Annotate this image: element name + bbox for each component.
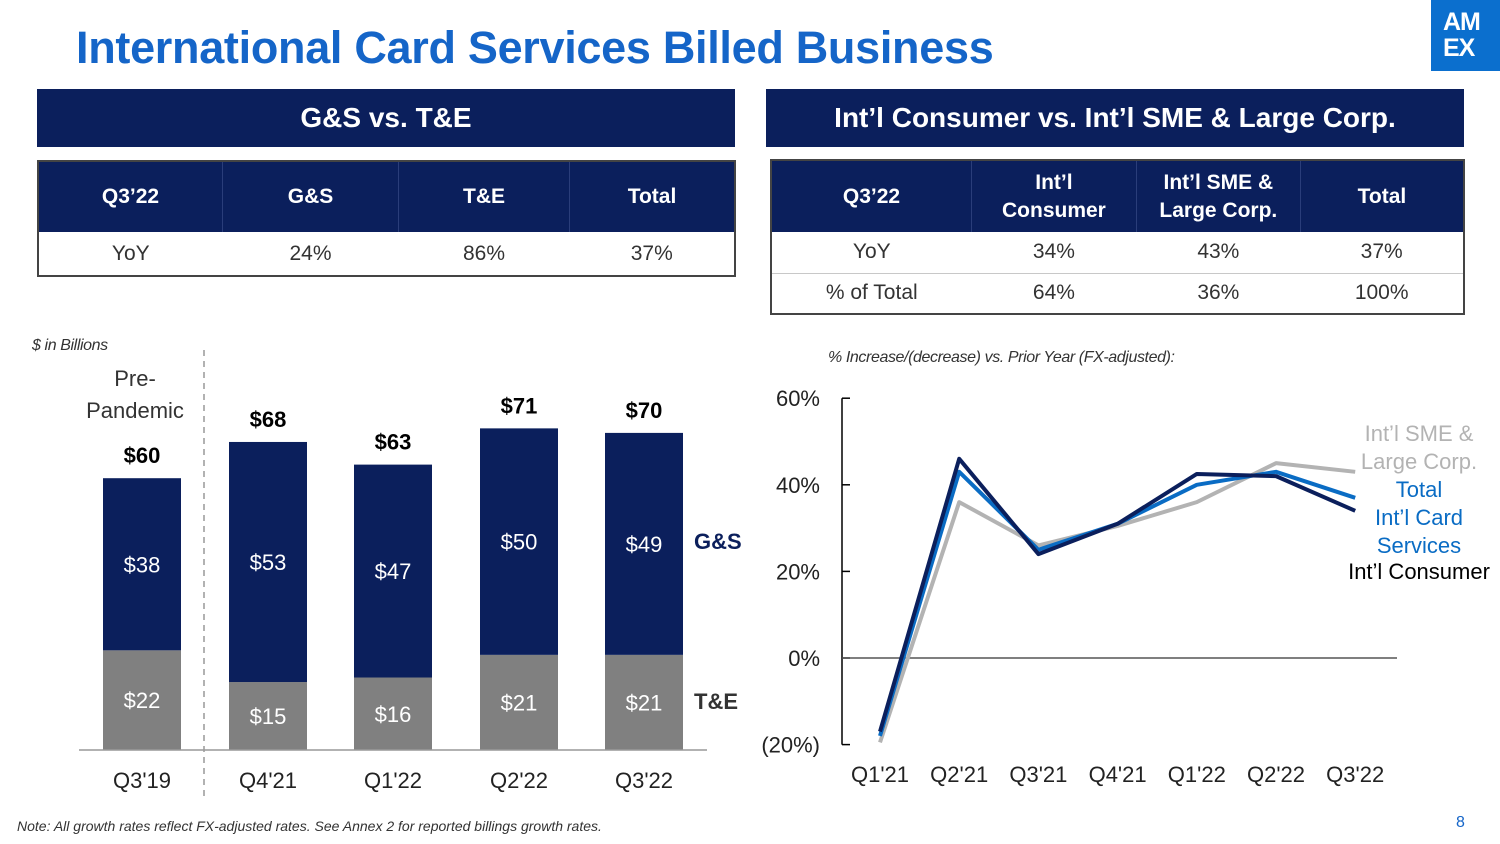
x-tick-label: Q1'22	[364, 768, 422, 793]
bar-gs	[480, 428, 558, 655]
bar-label-te: $22	[124, 688, 161, 713]
table-cell: YoY	[771, 232, 972, 273]
series-label: Int’l Card	[1375, 505, 1463, 530]
amex-logo: AM EX	[1431, 0, 1500, 71]
x-tick-label: Q4'21	[1089, 762, 1147, 787]
footnote: Note: All growth rates reflect FX-adjust…	[17, 818, 602, 834]
table-header: Q3’22	[38, 161, 223, 232]
billed-business-bar-chart: $22 $38 $60 Q3'19 $15 $53 $68 Q4'21 $16 $47 $63 Q1'…	[79, 350, 742, 800]
table-cell: 37%	[569, 232, 735, 276]
bar-label-te: $21	[501, 690, 538, 715]
consumer-sme-banner: Int’l Consumer vs. Int’l SME & Large Cor…	[766, 89, 1464, 147]
x-tick-label: Q1'21	[851, 762, 909, 787]
series-line	[878, 461, 1356, 744]
line-chart-note: % Increase/(decrease) vs. Prior Year (FX…	[828, 349, 1175, 366]
x-tick-label: Q1'22	[1168, 762, 1226, 787]
table-cell: 36%	[1136, 272, 1301, 314]
logo-line-1: AM	[1443, 8, 1481, 36]
bar-gs	[103, 478, 181, 651]
bar-label-gs: $38	[124, 552, 161, 577]
x-tick-label: Q3'22	[615, 768, 673, 793]
table-header: Total	[1300, 160, 1464, 232]
bar-te	[354, 677, 432, 750]
table-cell: 43%	[1136, 232, 1301, 273]
bar-label-gs: $53	[250, 550, 287, 575]
table-row: YoY 24% 86% 37%	[38, 232, 735, 276]
bar-te	[480, 654, 558, 750]
gs-te-banner: G&S vs. T&E	[37, 89, 735, 147]
y-tick-label: 20%	[776, 559, 820, 584]
gs-te-table: Q3’22 G&S T&E Total YoY 24% 86% 37%	[37, 160, 736, 277]
y-tick-label: (20%)	[761, 733, 820, 758]
bar-units-note: $ in Billions	[32, 337, 108, 354]
table-cell: 86%	[398, 232, 570, 276]
table-cell: 34%	[971, 232, 1137, 273]
x-tick-label: Q3'21	[1009, 762, 1067, 787]
table-header: Q3’22	[771, 160, 972, 232]
series-line	[878, 456, 1357, 733]
series-line	[878, 469, 1356, 737]
bar-label-gs: $50	[501, 530, 538, 555]
table-cell: 64%	[971, 272, 1137, 314]
bar-gs	[354, 464, 432, 678]
bar-label-gs: $47	[375, 559, 412, 584]
x-tick-label: Q3'19	[113, 768, 171, 793]
table-header: Total	[569, 161, 735, 232]
series-label: Large Corp.	[1361, 449, 1477, 474]
legend-gs: G&S	[694, 529, 742, 554]
bar-label-gs: $49	[626, 532, 663, 557]
bar-te	[229, 682, 307, 750]
bar-total-label: $70	[626, 398, 663, 423]
bar-label-te: $16	[375, 702, 412, 727]
pre-pandemic-label: Pre-	[114, 366, 156, 391]
bar-label-te: $15	[250, 704, 287, 729]
table-header: Int’l SME & Large Corp.	[1136, 160, 1301, 232]
x-tick-label: Q4'21	[239, 768, 297, 793]
series-label: Int’l Consumer	[1348, 559, 1490, 584]
table-header-row: Q3’22 G&S T&E Total	[38, 161, 735, 232]
bar-total-label: $60	[124, 443, 161, 468]
table-header: Int’l Consumer	[971, 160, 1137, 232]
consumer-sme-table: Q3’22 Int’l Consumer Int’l SME & Large C…	[770, 159, 1465, 315]
y-tick-label: 0%	[788, 646, 820, 671]
page-title: International Card Services Billed Busin…	[76, 22, 994, 73]
table-header: T&E	[398, 161, 570, 232]
bar-total-label: $71	[501, 393, 538, 418]
bar-total-label: $63	[375, 430, 412, 455]
y-tick-label: 60%	[776, 386, 820, 411]
table-cell: 100%	[1300, 272, 1464, 314]
bar-gs	[229, 441, 307, 683]
pre-pandemic-label: Pandemic	[86, 398, 184, 423]
y-tick-label: 40%	[776, 473, 820, 498]
legend-te: T&E	[694, 689, 738, 714]
x-tick-label: Q2'22	[1247, 762, 1305, 787]
table-row: % of Total 64% 36% 100%	[771, 272, 1464, 314]
x-tick-label: Q3'22	[1326, 762, 1384, 787]
table-cell: 24%	[222, 232, 399, 276]
table-header-row: Q3’22 Int’l Consumer Int’l SME & Large C…	[771, 160, 1464, 232]
page-number: 8	[1456, 814, 1465, 831]
bar-te	[103, 650, 181, 750]
bar-gs	[605, 432, 683, 655]
bar-total-label: $68	[250, 407, 287, 432]
series-label: Services	[1377, 533, 1461, 558]
table-header: G&S	[222, 161, 399, 232]
table-cell: YoY	[38, 232, 223, 276]
logo-line-2: EX	[1443, 34, 1475, 62]
table-cell: % of Total	[771, 272, 972, 314]
table-cell: 37%	[1300, 232, 1464, 273]
bar-label-te: $21	[626, 690, 663, 715]
series-label: Total	[1396, 477, 1442, 502]
table-row: YoY 34% 43% 37%	[771, 232, 1464, 273]
series-label: Int’l SME &	[1365, 421, 1474, 446]
x-tick-label: Q2'22	[490, 768, 548, 793]
bar-te	[605, 654, 683, 750]
x-tick-label: Q2'21	[930, 762, 988, 787]
